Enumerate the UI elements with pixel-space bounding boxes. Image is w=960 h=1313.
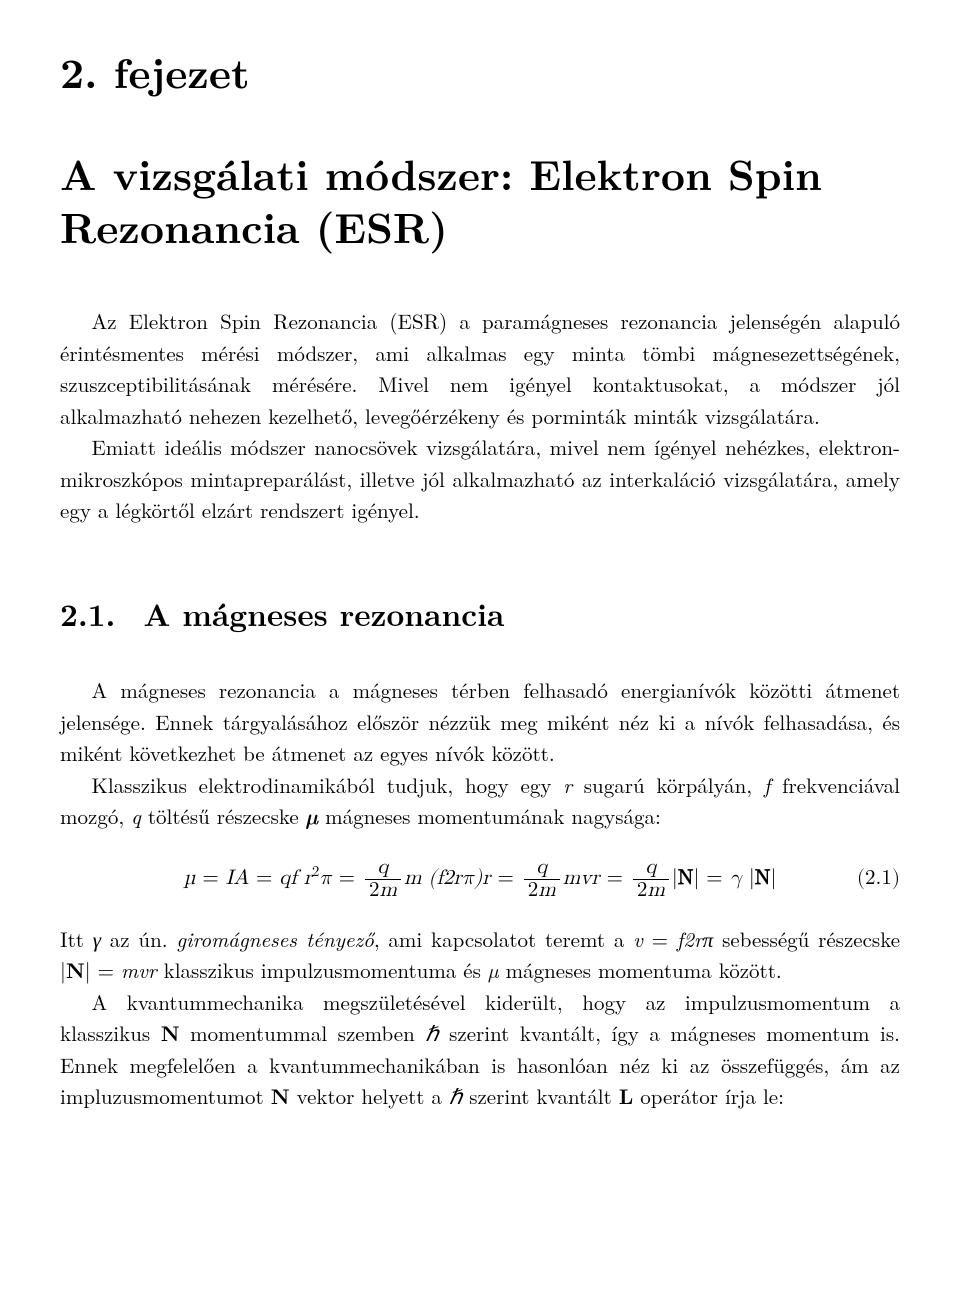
var-N2: N xyxy=(271,1081,290,1111)
after-eq-paragraph-2: A kvantummechanika megszületésével kider… xyxy=(60,987,900,1113)
frac-q-2m-1: q2m xyxy=(365,857,401,902)
eq-sign: = xyxy=(600,868,630,889)
mu: µ xyxy=(184,868,196,889)
var-L: L xyxy=(619,1081,634,1111)
term-giromagneses: giromágneses tényező xyxy=(176,924,373,954)
expr-f2rpi: f2rπ xyxy=(677,924,714,954)
chapter-label: 2. fejezet xyxy=(60,40,900,103)
var-mu: µ xyxy=(306,801,318,831)
text: klasszikus impulzusmomentuma és xyxy=(157,955,488,985)
frac-q-2m-2: q2m xyxy=(524,857,560,902)
frac-den: 2m xyxy=(633,880,669,902)
absN-1: |N| xyxy=(672,868,699,889)
hbar: ℏ xyxy=(449,1081,462,1111)
expr-mvr: mvr xyxy=(121,955,157,985)
eq-sign: = xyxy=(699,868,729,889)
qfr: qf r xyxy=(279,868,312,889)
var-N: N xyxy=(161,1018,180,1048)
text: mágneses momentumának nagysága: xyxy=(318,801,661,831)
section-title: A mágneses rezonancia xyxy=(143,592,504,636)
pi: π xyxy=(319,868,331,889)
var-q: q xyxy=(131,801,141,831)
absN-2: |N| xyxy=(749,868,776,889)
text: | = xyxy=(85,955,121,985)
eq-sign: = xyxy=(490,868,520,889)
text: sugarú körpályán, xyxy=(572,770,764,800)
frac-num: q xyxy=(524,857,560,880)
eq-sign: = xyxy=(249,868,279,889)
intro-paragraph-2: Emiatt ideális módszer nanocsövek vizsgá… xyxy=(60,432,900,527)
eq-sign: = xyxy=(332,868,362,889)
text: = xyxy=(643,924,677,954)
gamma: γ xyxy=(730,868,749,889)
frac-q-2m-3: q2m xyxy=(633,857,669,902)
mvr: mvr xyxy=(563,868,600,889)
var-N: N xyxy=(66,955,85,985)
text: töltésű részecske xyxy=(141,801,306,831)
text: momentummal szemben xyxy=(180,1018,426,1048)
frac-den: 2m xyxy=(365,880,401,902)
section-paragraph-1: A mágneses rezonancia a mágneses térben … xyxy=(60,675,900,770)
text: Klasszikus elektrodinamikából tudjuk, ho… xyxy=(92,770,564,800)
intro-paragraph-1: Az Elektron Spin Rezonancia (ESR) a para… xyxy=(60,306,900,432)
text: mágneses momentuma között. xyxy=(499,955,782,985)
text: szerint kvantált xyxy=(462,1081,619,1111)
text: vektor helyett a xyxy=(290,1081,449,1111)
text: Itt xyxy=(60,924,93,954)
frac-den: 2m xyxy=(524,880,560,902)
frac-num: q xyxy=(365,857,401,880)
section-number: 2.1. xyxy=(60,592,115,636)
var-mu: µ xyxy=(488,955,499,985)
section-paragraph-2: Klasszikus elektrodinamikából tudjuk, ho… xyxy=(60,770,900,833)
mf2rpi-r: m (f2rπ)r xyxy=(404,868,491,889)
section-heading: 2.1. A mágneses rezonancia xyxy=(60,591,900,638)
IA: IA xyxy=(226,868,249,889)
var-v: v xyxy=(633,924,643,954)
equation-2-1: µ = IA = qf r2π = q2mm (f2rπ)r = q2mmvr … xyxy=(60,857,900,902)
after-eq-paragraph-1: Itt γ az ún. giromágneses tényező, ami k… xyxy=(60,924,900,987)
var-gamma: γ xyxy=(93,924,101,954)
chapter-title: A vizsgálati módszer: Elektron Spin Rezo… xyxy=(60,147,900,252)
equation-body: µ = IA = qf r2π = q2mm (f2rπ)r = q2mmvr … xyxy=(184,857,777,902)
equation-number: (2.1) xyxy=(857,863,900,895)
text: , ami kapcsolatot teremt a xyxy=(374,924,633,954)
frac-num: q xyxy=(633,857,669,880)
var-r: r xyxy=(563,770,572,800)
hbar: ℏ xyxy=(425,1018,438,1048)
text: operátor írja le: xyxy=(633,1081,784,1111)
text: az ún. xyxy=(101,924,176,954)
eq-sign: = xyxy=(195,868,225,889)
